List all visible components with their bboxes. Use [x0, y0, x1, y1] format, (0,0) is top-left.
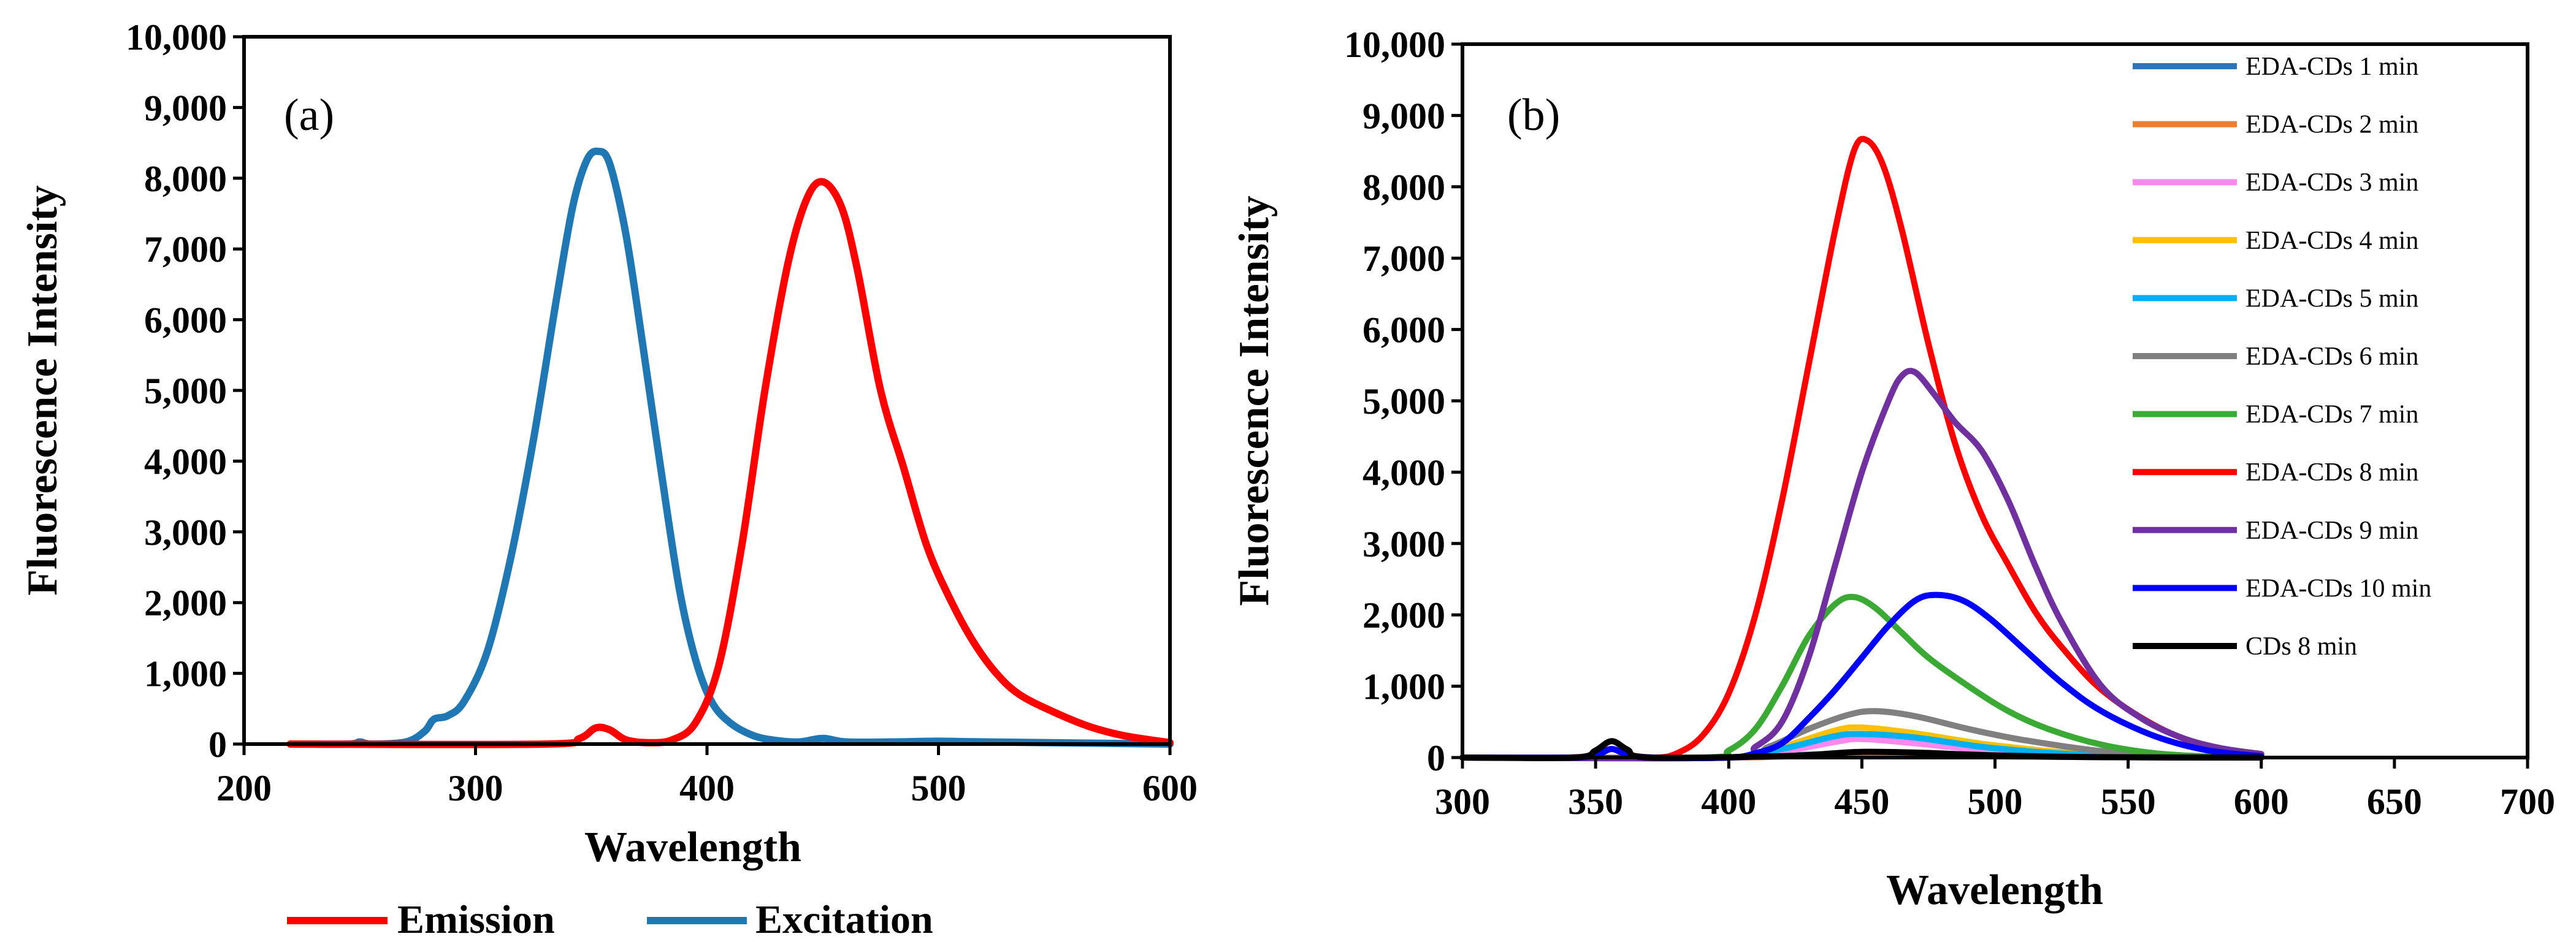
x-tick-label: 200 — [216, 768, 272, 808]
chart-b-y-ticks: 0 1,000 2,000 3,000 4,000 5,000 6,000 7,000 8,00… — [1344, 25, 1462, 778]
legend-label-eda-cds-6-min: EDA-CDs 6 min — [2245, 343, 2418, 371]
y-tick-label: 7,000 — [144, 229, 227, 270]
chart-a-x-axis-label: Wavelength — [584, 824, 801, 871]
chart-a-x-ticks: 200 300 400 500 600 — [216, 744, 1198, 808]
y-tick-label: 4,000 — [1363, 452, 1445, 493]
legend-label-cds-8-min: CDs 8 min — [2245, 633, 2357, 661]
x-tick-label: 650 — [2367, 781, 2422, 822]
x-tick-label: 600 — [2234, 781, 2289, 822]
y-tick-label: 7,000 — [1363, 238, 1445, 279]
chart-b-reaction-time: (b) 0 1,000 2,000 3,000 4,000 5,000 6,000 7,000… — [1231, 25, 2555, 914]
legend-label-eda-cds-2-min: EDA-CDs 2 min — [2245, 111, 2418, 139]
y-tick-label: 2,000 — [1363, 595, 1445, 636]
y-tick-label: 10,000 — [126, 17, 227, 58]
series-line-eda-cds-9-min — [1459, 368, 2265, 762]
y-tick-label: 10,000 — [1344, 25, 1445, 65]
x-tick-label: 400 — [1701, 781, 1756, 822]
chart-a-series — [286, 147, 1174, 748]
chart-a-emission-excitation: (a) 0 1,000 2,000 3,000 4,000 5,000 6,000 7,000… — [19, 17, 1198, 942]
legend-label-eda-cds-3-min: EDA-CDs 3 min — [2245, 169, 2418, 197]
y-tick-label: 8,000 — [1363, 167, 1445, 208]
y-tick-label: 6,000 — [144, 300, 227, 341]
y-tick-label: 9,000 — [1363, 96, 1445, 136]
legend-label-eda-cds-9-min: EDA-CDs 9 min — [2245, 517, 2418, 545]
series-line-eda-cds-7-min — [1459, 593, 2265, 761]
legend-label-emission: Emission — [397, 897, 555, 942]
y-tick-label: 3,000 — [144, 512, 227, 553]
legend-label-eda-cds-1-min: EDA-CDs 1 min — [2245, 53, 2418, 81]
y-tick-label: 1,000 — [144, 654, 227, 694]
chart-b-x-axis-label: Wavelength — [1886, 867, 2103, 914]
chart-a-y-axis-label: Fluorescence Intensity — [19, 185, 66, 595]
chart-b-series — [1459, 135, 2265, 762]
y-tick-label: 3,000 — [1363, 524, 1445, 564]
chart-a-y-ticks: 0 1,000 2,000 3,000 4,000 5,000 6,000 7,000 8,00… — [126, 17, 244, 765]
y-tick-label: 1,000 — [1363, 667, 1445, 707]
chart-a-legend: Emission Excitation — [287, 897, 933, 942]
y-tick-label: 5,000 — [144, 371, 227, 411]
chart-b-legend: EDA-CDs 1 min EDA-CDs 2 min EDA-CDs 3 min E… — [2133, 53, 2431, 661]
x-tick-label: 400 — [679, 768, 735, 808]
panel-label-b: (b) — [1507, 90, 1560, 140]
y-tick-label: 2,000 — [144, 583, 227, 623]
legend-label-eda-cds-8-min: EDA-CDs 8 min — [2245, 458, 2418, 487]
y-tick-label: 9,000 — [144, 88, 227, 128]
chart-b-y-axis-label: Fluorescence Intensity — [1231, 196, 1278, 606]
x-tick-label: 350 — [1568, 781, 1623, 822]
y-tick-label: 5,000 — [1363, 381, 1445, 422]
x-tick-label: 300 — [448, 768, 503, 808]
x-tick-label: 550 — [2101, 781, 2156, 822]
legend-label-eda-cds-7-min: EDA-CDs 7 min — [2245, 401, 2418, 429]
x-tick-label: 500 — [1968, 781, 2023, 822]
y-tick-label: 0 — [1427, 738, 1445, 778]
y-tick-label: 8,000 — [144, 159, 227, 199]
y-tick-label: 4,000 — [144, 441, 227, 482]
x-tick-label: 600 — [1142, 768, 1198, 808]
chart-a-plot-frame — [242, 35, 1172, 746]
panel-label-a: (a) — [284, 90, 334, 140]
x-tick-label: 500 — [911, 768, 966, 808]
x-tick-label: 450 — [1834, 781, 1889, 822]
y-tick-label: 0 — [208, 724, 227, 765]
series-line-excitation — [286, 147, 1174, 748]
series-line-eda-cds-10-min — [1459, 591, 2265, 761]
legend-label-excitation: Excitation — [755, 897, 933, 942]
chart-b-x-ticks: 300 350 400 450 500 550 600 650 700 — [1435, 758, 2555, 822]
legend-label-eda-cds-5-min: EDA-CDs 5 min — [2245, 284, 2418, 313]
series-line-emission — [286, 178, 1174, 748]
legend-label-eda-cds-10-min: EDA-CDs 10 min — [2245, 574, 2431, 602]
y-tick-label: 6,000 — [1363, 310, 1445, 351]
legend-label-eda-cds-4-min: EDA-CDs 4 min — [2245, 227, 2418, 255]
x-tick-label: 700 — [2500, 781, 2555, 822]
x-tick-label: 300 — [1435, 781, 1490, 822]
series-line-eda-cds-8-min — [1459, 135, 2265, 761]
